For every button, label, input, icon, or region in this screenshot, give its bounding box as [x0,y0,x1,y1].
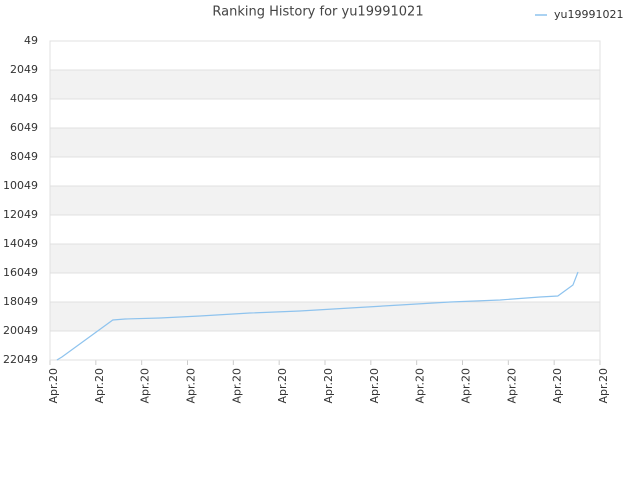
x-tick-label: Apr.20 [322,368,335,404]
x-tick-label: Apr.20 [47,368,60,404]
y-tick-label: 8049 [10,150,38,163]
grid-band [50,70,600,99]
y-tick-label: 10049 [3,179,38,192]
y-tick-label: 2049 [10,63,38,76]
grid-band [50,302,600,331]
x-tick-label: Apr.20 [460,368,473,404]
x-tick-label: Apr.20 [505,368,518,404]
x-tick-label: Apr.20 [597,368,610,404]
x-tick-label: Apr.20 [368,368,381,404]
plot-border [49,40,601,361]
legend-label: yu19991021 [554,8,623,21]
x-tick-label: Apr.20 [276,368,289,404]
x-tick-label: Apr.20 [551,368,564,404]
x-tick-label: Apr.20 [139,368,152,404]
grid-band [50,244,600,273]
y-tick-label: 22049 [3,353,38,366]
x-tick-label: Apr.20 [414,368,427,404]
chart-title: Ranking History for yu19991021 [212,5,423,20]
y-tick-label: 16049 [3,266,38,279]
y-tick-label: 4049 [10,92,38,105]
x-tick-label: Apr.20 [93,368,106,404]
data-line [56,271,579,361]
y-tick-label: 14049 [3,237,38,250]
y-tick-label: 49 [24,34,38,47]
y-tick-label: 20049 [3,324,38,337]
x-tick-label: Apr.20 [230,368,243,404]
grid-band [50,128,600,157]
y-tick-label: 12049 [3,208,38,221]
grid-band [50,186,600,215]
x-tick-label: Apr.20 [185,368,198,404]
y-tick-label: 6049 [10,121,38,134]
y-tick-label: 18049 [3,295,38,308]
